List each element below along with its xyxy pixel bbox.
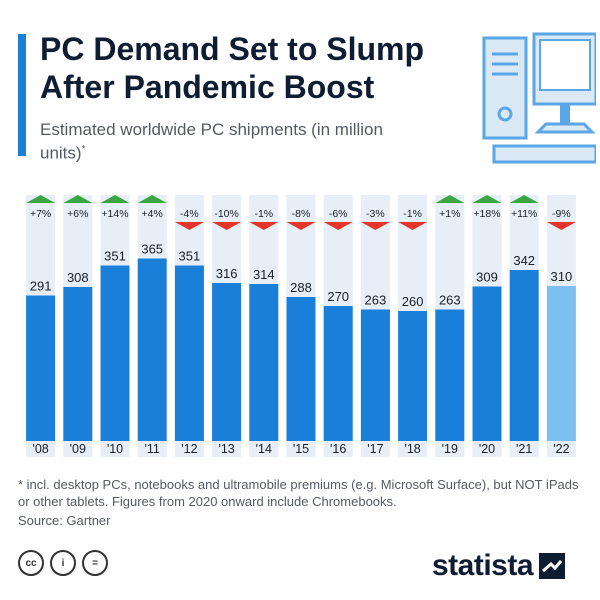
- chart-subtitle: Estimated worldwide PC shipments (in mil…: [40, 120, 400, 164]
- cc-icon-label: cc: [25, 557, 37, 569]
- computer-icon: [482, 32, 596, 164]
- bar-chart: +7% 291 '08 +6% 308 '09 +14% 351 '10 +4% 365 '11 -4%…: [26, 195, 576, 457]
- value-label: 342: [513, 253, 535, 268]
- value-label: 288: [290, 280, 312, 295]
- category-label: '09: [70, 442, 86, 456]
- value-label: 263: [365, 293, 387, 308]
- category-label: '20: [479, 442, 495, 456]
- footnote-text: * incl. desktop PCs, notebooks and ultra…: [18, 477, 579, 509]
- change-label: -1%: [403, 208, 422, 220]
- value-label: 308: [67, 270, 89, 285]
- category-label: '14: [256, 442, 272, 456]
- title-accent-bar: [18, 34, 26, 156]
- change-label: +18%: [473, 208, 500, 220]
- subtitle-footnote-mark: *: [81, 144, 86, 155]
- bar: [286, 297, 316, 441]
- statista-logo[interactable]: statista: [432, 548, 566, 584]
- change-down-arrow: [398, 222, 428, 230]
- bar: [249, 284, 279, 441]
- bar: [212, 283, 242, 441]
- source-text: Source: Gartner: [18, 513, 111, 528]
- change-label: -4%: [180, 208, 199, 220]
- category-label: '12: [181, 442, 197, 456]
- value-label: 260: [402, 294, 424, 309]
- change-label: +1%: [439, 208, 460, 220]
- value-label: 351: [179, 249, 201, 264]
- footnote: * incl. desktop PCs, notebooks and ultra…: [18, 476, 590, 510]
- change-label: -9%: [552, 208, 571, 220]
- bar: [546, 286, 576, 441]
- category-label: '21: [516, 442, 532, 456]
- change-label: +6%: [67, 208, 88, 220]
- change-down-arrow: [174, 222, 204, 230]
- value-label: 309: [476, 270, 498, 285]
- value-label: 270: [327, 289, 349, 304]
- change-down-arrow: [249, 222, 279, 230]
- bar: [509, 270, 539, 441]
- bar: [360, 309, 390, 441]
- chart-title: PC Demand Set to Slump After Pandemic Bo…: [40, 31, 425, 105]
- bar: [26, 295, 56, 441]
- value-label: 310: [551, 269, 573, 284]
- change-down-arrow: [212, 222, 242, 230]
- cc-icon[interactable]: cc: [18, 550, 44, 576]
- chart-area: +7% 291 '08 +6% 308 '09 +14% 351 '10 +4% 365 '11 -4%…: [0, 185, 600, 465]
- by-icon[interactable]: i: [50, 550, 76, 576]
- nd-icon[interactable]: =: [82, 550, 108, 576]
- change-label: +7%: [30, 208, 51, 220]
- category-label: '15: [293, 442, 309, 456]
- bar: [174, 265, 204, 441]
- category-label: '11: [145, 442, 160, 456]
- change-down-arrow: [546, 222, 576, 230]
- change-label: -8%: [292, 208, 311, 220]
- statista-logo-icon: [539, 553, 566, 579]
- category-label: '10: [107, 442, 123, 456]
- change-label: -10%: [214, 208, 239, 220]
- bar: [137, 258, 167, 441]
- change-label: -3%: [366, 208, 385, 220]
- change-up-arrow: [63, 195, 93, 203]
- category-label: '19: [442, 442, 458, 456]
- category-label: '17: [367, 442, 383, 456]
- change-up-arrow: [26, 195, 56, 203]
- bar: [63, 287, 93, 441]
- change-up-arrow: [100, 195, 130, 203]
- bar: [435, 309, 465, 441]
- category-label: '22: [553, 442, 569, 456]
- value-label: 263: [439, 293, 461, 308]
- change-label: -1%: [254, 208, 273, 220]
- brand-name: statista: [432, 549, 534, 582]
- category-label: '08: [32, 442, 48, 456]
- change-label: +14%: [101, 208, 128, 220]
- bar: [100, 265, 130, 441]
- category-label: '18: [404, 442, 420, 456]
- change-label: +4%: [142, 208, 163, 220]
- category-label: '16: [330, 442, 346, 456]
- change-up-arrow: [509, 195, 539, 203]
- value-label: 365: [141, 242, 163, 257]
- bar: [472, 286, 502, 441]
- change-label: +11%: [511, 208, 537, 220]
- value-label: 314: [253, 267, 275, 282]
- change-down-arrow: [360, 222, 390, 230]
- change-up-arrow: [472, 195, 502, 203]
- change-label: -6%: [329, 208, 348, 220]
- change-down-arrow: [323, 222, 353, 230]
- bar: [398, 311, 428, 441]
- value-label: 291: [30, 279, 52, 294]
- bar: [323, 306, 353, 441]
- category-label: '13: [218, 442, 234, 456]
- nd-icon-label: =: [92, 557, 98, 569]
- change-down-arrow: [286, 222, 316, 230]
- value-label: 351: [104, 249, 126, 264]
- change-up-arrow: [435, 195, 465, 203]
- license-icons: cc i =: [18, 550, 108, 580]
- change-up-arrow: [137, 195, 167, 203]
- by-icon-label: i: [61, 557, 65, 569]
- subtitle-text: Estimated worldwide PC shipments (in mil…: [40, 120, 383, 163]
- value-label: 316: [216, 266, 238, 281]
